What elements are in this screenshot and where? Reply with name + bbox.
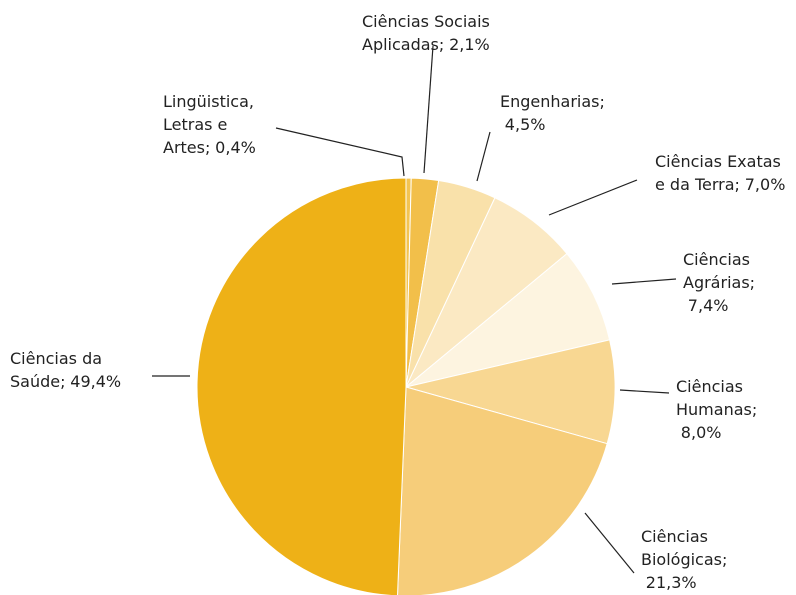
pie-slice [196, 177, 407, 595]
value-label: 7,0% [744, 175, 786, 194]
leader-line [275, 127, 405, 177]
leader-line [619, 389, 670, 394]
leader-line [611, 278, 677, 285]
category-label: Engenharias; [500, 92, 605, 111]
slice-label: Ciências Humanas; 8,0% [676, 375, 776, 444]
value-label: 8,0% [680, 423, 722, 442]
leader-line [548, 179, 638, 216]
pie-slice [405, 339, 616, 445]
value-label: 2,1% [449, 35, 490, 54]
slice-label: Ciências Biológicas; 21,3% [641, 525, 751, 594]
category-label: Ciências Exatas e da Terra; [655, 152, 781, 194]
category-label: Ciências Sociais Aplicadas; [362, 12, 490, 54]
leader-line [584, 512, 635, 574]
slice-label: Ciências Agrárias; 7,4% [683, 248, 778, 317]
slice-label: Ciências da Saúde; 49,4% [10, 347, 150, 393]
value-label: 4,5% [504, 115, 546, 134]
slice-label: Ciências Exatas e da Terra; 7,0% [655, 150, 790, 196]
slice-label: Ciências Sociais Aplicadas; 2,1% [362, 10, 522, 56]
leader-line [476, 131, 491, 182]
value-label: 49,4% [70, 372, 122, 391]
pie-slice [405, 252, 611, 388]
leader-line [423, 45, 434, 174]
category-label: Lingüistica, Letras e Artes; [163, 92, 254, 157]
slice-label: Lingüistica, Letras e Artes; 0,4% [163, 90, 275, 159]
category-label: Ciências Agrárias; [683, 250, 756, 292]
slice-label: Engenharias; 4,5% [500, 90, 612, 136]
category-label: Ciências da Saúde; [10, 349, 103, 391]
category-label: Ciências Humanas; [676, 377, 758, 419]
value-label: 21,3% [645, 573, 697, 592]
category-label: Ciências Biológicas; [641, 527, 728, 569]
value-label: 7,4% [687, 296, 729, 315]
value-label: 0,4% [215, 138, 256, 157]
